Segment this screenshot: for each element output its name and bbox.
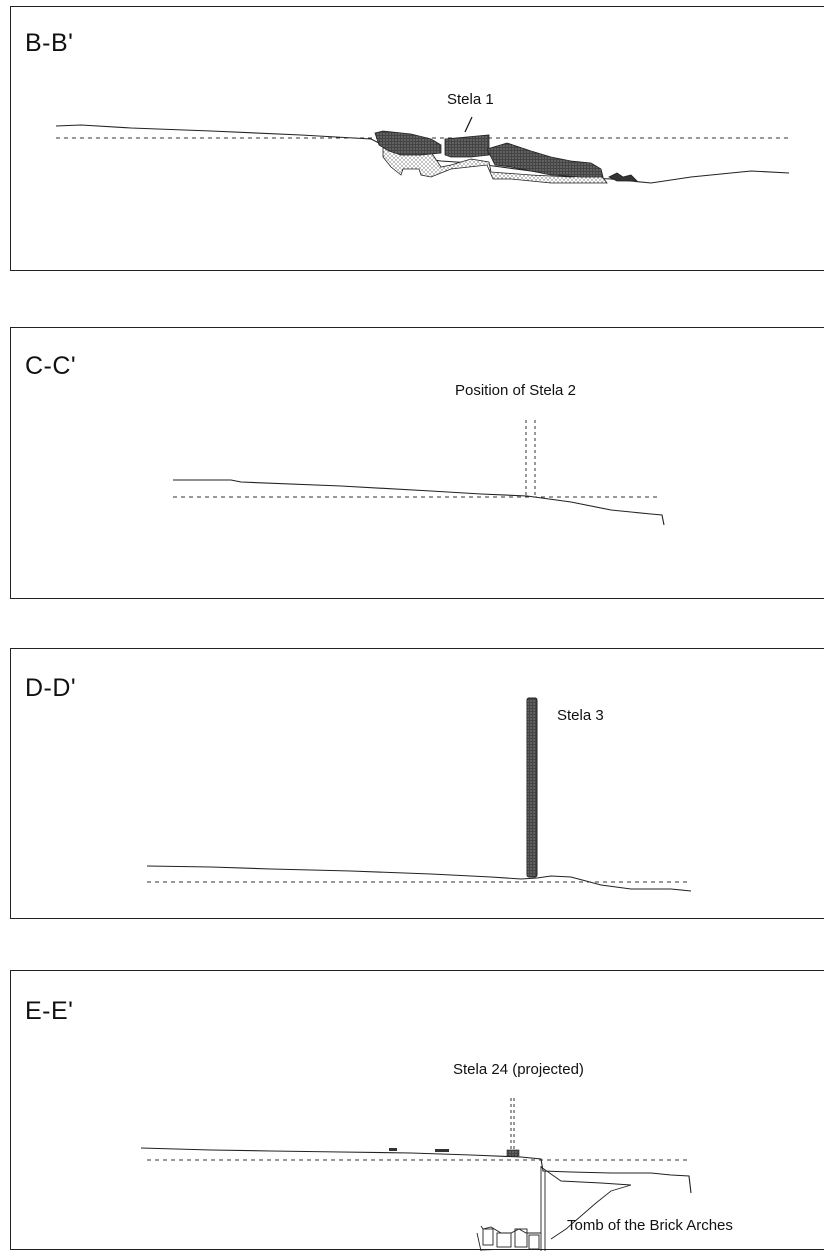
masonry-block-2 [444,134,490,158]
ground-profile [173,479,665,526]
stela-1-leader [464,116,473,133]
section-title: C-C' [25,352,77,380]
ground-profile [146,865,692,892]
tomb-of-the-brick-arches [476,1166,632,1251]
stela-3-label: Stela 3 [557,707,604,724]
section-title: E-E' [25,997,74,1025]
section-panel-e: E-E' Stela 24 (projected) Tomb of the Br… [10,970,824,1251]
section-title: B-B' [25,29,74,57]
stela-3-shaft [526,697,538,878]
section-profile-c [173,420,665,526]
section-profile-e [140,1098,692,1251]
small-debris [608,172,638,182]
rubble-fill [382,144,608,184]
stela-24-label: Stela 24 (projected) [453,1061,584,1078]
ground-feature [435,1149,449,1152]
stela-24-base [506,1149,520,1157]
section-panel-b: B-B' Stela 1 [10,6,824,271]
stela-1-label: Stela 1 [447,91,494,108]
section-profile-d [146,697,692,892]
masonry-block-3 [486,142,604,178]
section-panel-c: C-C' Position of Stela 2 [10,327,824,599]
masonry-block-1 [374,130,442,156]
ground-feature [389,1148,397,1151]
slope-edge [540,1166,632,1186]
stela-24-projection [510,1098,515,1155]
stela-2-label: Position of Stela 2 [455,382,576,399]
ground-profile [140,1147,692,1194]
section-panel-d: D-D' Stela 3 [10,648,824,919]
section-title: D-D' [25,674,77,702]
section-profile-b [55,116,791,184]
tomb-label: Tomb of the Brick Arches [567,1217,733,1234]
